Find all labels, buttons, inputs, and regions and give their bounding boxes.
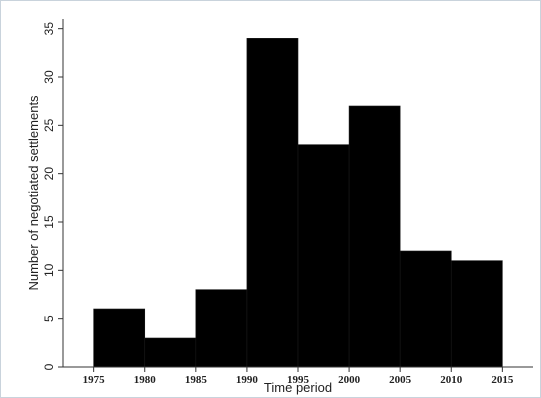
y-tick-label-20: 20 <box>42 167 56 181</box>
x-tick-label-1990: 1990 <box>236 374 259 386</box>
x-axis-title: Time period <box>264 380 332 395</box>
histogram-bar-2000-2005 <box>348 105 401 368</box>
x-tick-label-2005: 2005 <box>389 374 412 386</box>
y-tick-label-35: 35 <box>42 22 56 36</box>
x-tick-label-1975: 1975 <box>83 374 106 386</box>
y-tick-label-15: 15 <box>42 215 56 229</box>
histogram-bar-2010-2015 <box>450 260 503 368</box>
x-tick-label-1980: 1980 <box>134 374 157 386</box>
y-tick-label-25: 25 <box>42 118 56 132</box>
y-tick-label-30: 30 <box>42 70 56 84</box>
y-tick-label-10: 10 <box>42 263 56 277</box>
axes-group: 0 5 10 15 20 25 30 35 1975 1980 1985 1990 1995 2000 20… <box>42 19 533 386</box>
histogram-bar-1975-1980 <box>93 308 146 368</box>
histogram-bar-1990-1995 <box>246 38 299 368</box>
histogram-bar-2005-2010 <box>399 250 452 368</box>
x-tick-label-2000: 2000 <box>338 374 361 386</box>
y-tick-label-5: 5 <box>42 315 56 322</box>
x-tick-label-1995: 1995 <box>287 374 310 386</box>
y-tick-label-0: 0 <box>42 363 56 370</box>
x-tick-label-2015: 2015 <box>491 374 514 386</box>
histogram-bar-1985-1990 <box>195 289 248 368</box>
bars-group <box>93 38 503 368</box>
x-tick-label-1985: 1985 <box>185 374 208 386</box>
y-axis-title: Number of negotiated settlements <box>26 95 41 291</box>
x-tick-label-2010: 2010 <box>440 374 463 386</box>
histogram-bar-1980-1985 <box>144 337 197 368</box>
histogram-bar-1995-2000 <box>297 144 350 368</box>
